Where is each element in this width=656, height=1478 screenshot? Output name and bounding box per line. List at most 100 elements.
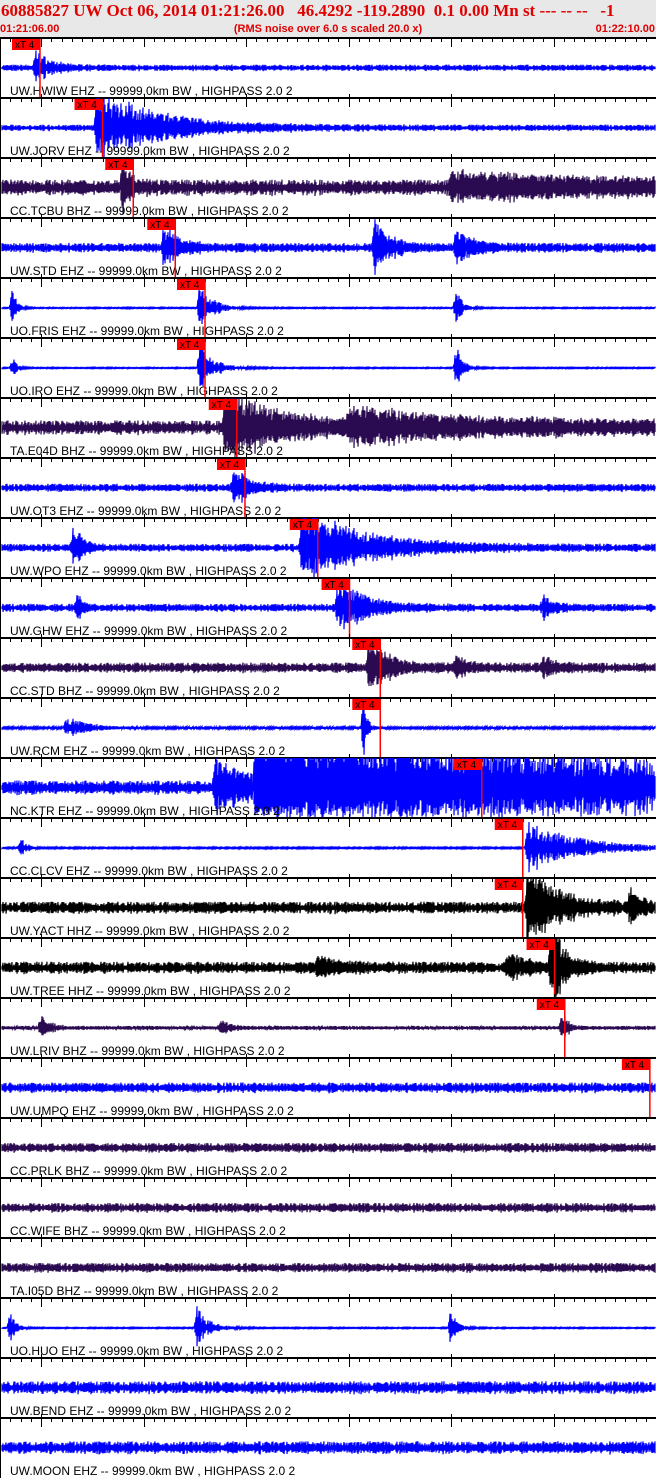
station-label: CC.WIFE BHZ -- 99999.0km BW , HIGHPASS 2… bbox=[10, 1224, 286, 1238]
pick-label: xT 4 bbox=[457, 760, 477, 771]
time-ticks bbox=[0, 454, 656, 467]
station-label: UW.UMPQ EHZ -- 99999.0km BW , HIGHPASS 2… bbox=[10, 1104, 294, 1118]
time-ticks bbox=[0, 1054, 656, 1067]
seismogram-plot: 01:22UW.HWIW EHZ -- 99999.0km BW , HIGHP… bbox=[0, 37, 656, 1478]
station-label: CC.STD BHZ -- 99999.0km BW , HIGHPASS 2.… bbox=[10, 684, 280, 698]
waveform-trace bbox=[1, 1441, 656, 1455]
time-ticks bbox=[0, 154, 656, 167]
time-ticks bbox=[0, 1174, 656, 1187]
pick-marker-box bbox=[494, 879, 523, 890]
time-ticks bbox=[0, 1114, 656, 1127]
pick-label: xT 4 bbox=[15, 40, 35, 51]
station-label: UW.TREE HHZ -- 99999.0km BW , HIGHPASS 2… bbox=[10, 984, 291, 998]
waveform-trace bbox=[1, 697, 656, 755]
station-label: UO.FRIS EHZ -- 99999.0km BW , HIGHPASS 2… bbox=[10, 324, 284, 338]
time-ticks bbox=[0, 274, 656, 287]
time-ticks bbox=[0, 1234, 656, 1247]
station-label: UW.OT3 EHZ -- 99999.0km BW , HIGHPASS 2.… bbox=[10, 504, 282, 518]
station-label: UW.YACT HHZ -- 99999.0km BW , HIGHPASS 2… bbox=[10, 924, 290, 938]
pick-marker-box bbox=[177, 339, 205, 350]
station-label: TA.I05D BHZ -- 99999.0km BW , HIGHPASS 2… bbox=[10, 1284, 279, 1298]
waveform-trace bbox=[1, 50, 656, 82]
waveform-trace bbox=[1, 517, 656, 578]
pick-marker-box bbox=[289, 519, 318, 530]
pick-marker-box bbox=[147, 219, 176, 230]
station-label: UW.MOON EHZ -- 99999.0km BW , HIGHPASS 2… bbox=[10, 1464, 296, 1478]
time-ticks bbox=[0, 574, 656, 587]
time-ticks bbox=[0, 994, 656, 1007]
pick-label: xT 4 bbox=[220, 460, 240, 471]
time-ticks bbox=[0, 1294, 656, 1307]
pick-label: xT 4 bbox=[150, 220, 170, 231]
pick-marker-box bbox=[352, 639, 381, 650]
station-label: UW.LRIV BHZ -- 99999.0km BW , HIGHPASS 2… bbox=[10, 1044, 285, 1058]
waveform-trace bbox=[1, 821, 656, 873]
pick-label: xT 4 bbox=[530, 940, 550, 951]
station-label: UW.GHW EHZ -- 99999.0km BW , HIGHPASS 2.… bbox=[10, 624, 287, 638]
waveform-trace bbox=[1, 157, 656, 215]
pick-marker-box bbox=[216, 459, 245, 470]
time-ticks bbox=[0, 934, 656, 947]
pick-label: xT 4 bbox=[180, 280, 200, 291]
pick-marker-box bbox=[526, 939, 555, 950]
waveform-trace bbox=[1, 1082, 656, 1094]
pick-marker-box bbox=[494, 819, 523, 830]
header-bar: 60885827 UW Oct 06, 2014 01:21:26.00 46.… bbox=[0, 0, 656, 37]
pick-marker-box bbox=[536, 999, 565, 1010]
rms-note: (RMS noise over 6.0 s scaled 20.0 x) bbox=[233, 23, 423, 35]
pick-label: xT 4 bbox=[108, 160, 128, 171]
station-label: UW.JORV EHZ -- 99999.0km BW , HIGHPASS 2… bbox=[10, 144, 290, 158]
time-ticks bbox=[0, 1414, 656, 1427]
time-ticks bbox=[0, 334, 656, 347]
station-label: UW.STD EHZ -- 99999.0km BW , HIGHPASS 2.… bbox=[10, 264, 282, 278]
waveform-trace bbox=[1, 1016, 656, 1038]
waveform-trace bbox=[1, 289, 656, 325]
start-time-label: 01:21:06.00 bbox=[0, 23, 60, 35]
time-ticks bbox=[0, 94, 656, 107]
pick-label: xT 4 bbox=[540, 1000, 560, 1011]
waveform-trace bbox=[1, 219, 656, 275]
time-ticks bbox=[0, 214, 656, 227]
pick-label: xT 4 bbox=[355, 700, 375, 711]
station-label: TA.E04D BHZ -- 99999.0km BW , HIGHPASS 2… bbox=[10, 444, 283, 458]
pick-label: xT 4 bbox=[355, 640, 375, 651]
waveform-trace bbox=[1, 97, 656, 158]
pick-label: xT 4 bbox=[293, 520, 313, 531]
end-time-label: 01:22:10.00 bbox=[595, 23, 655, 35]
pick-label: xT 4 bbox=[498, 820, 518, 831]
station-label: CC.CLCV EHZ -- 99999.0km BW , HIGHPASS 2… bbox=[10, 864, 288, 878]
station-label: NC.KTR EHZ -- 99999.0km BW , HIGHPASS 2.… bbox=[10, 804, 280, 818]
waveform-trace bbox=[1, 1262, 656, 1273]
pick-marker-box bbox=[621, 1059, 650, 1070]
station-label: UW.WPO EHZ -- 99999.0km BW , HIGHPASS 2.… bbox=[10, 564, 287, 578]
waveform-trace bbox=[1, 397, 656, 458]
pick-marker-box bbox=[453, 759, 482, 770]
station-label: CC.PRLK BHZ -- 99999.0km BW , HIGHPASS 2… bbox=[10, 1164, 288, 1178]
station-label: UO.IRO EHZ -- 99999.0km BW , HIGHPASS 2.… bbox=[10, 384, 278, 398]
waveform-trace bbox=[1, 937, 656, 997]
time-ticks bbox=[0, 37, 656, 47]
pick-marker-box bbox=[208, 399, 237, 410]
station-label: UW.RCM EHZ -- 99999.0km BW , HIGHPASS 2.… bbox=[10, 744, 286, 758]
waveform-trace bbox=[1, 757, 656, 819]
pick-label: xT 4 bbox=[212, 400, 232, 411]
waveform-trace bbox=[1, 581, 656, 630]
waveform-trace bbox=[1, 1381, 656, 1395]
pick-label: xT 4 bbox=[78, 100, 98, 111]
waveform-trace bbox=[1, 341, 656, 387]
waveform-trace bbox=[1, 472, 656, 503]
waveform-trace bbox=[1, 1142, 656, 1154]
time-ticks bbox=[0, 1354, 656, 1367]
pick-label: xT 4 bbox=[498, 880, 518, 891]
pick-label: xT 4 bbox=[325, 580, 345, 591]
pick-marker-box bbox=[352, 699, 381, 710]
station-label: UO.HUO EHZ -- 99999.0km BW , HIGHPASS 2.… bbox=[10, 1344, 284, 1358]
pick-marker-box bbox=[74, 99, 103, 110]
station-label: UW.BEND EHZ -- 99999.0km BW , HIGHPASS 2… bbox=[10, 1404, 292, 1418]
pick-marker-box bbox=[321, 579, 350, 590]
event-title: 60885827 UW Oct 06, 2014 01:21:26.00 46.… bbox=[1, 1, 615, 20]
pick-marker-box bbox=[11, 39, 40, 50]
station-label: UW.HWIW EHZ -- 99999.0km BW , HIGHPASS 2… bbox=[10, 84, 293, 98]
time-ticks bbox=[0, 514, 656, 527]
pick-label: xT 4 bbox=[625, 1060, 645, 1071]
